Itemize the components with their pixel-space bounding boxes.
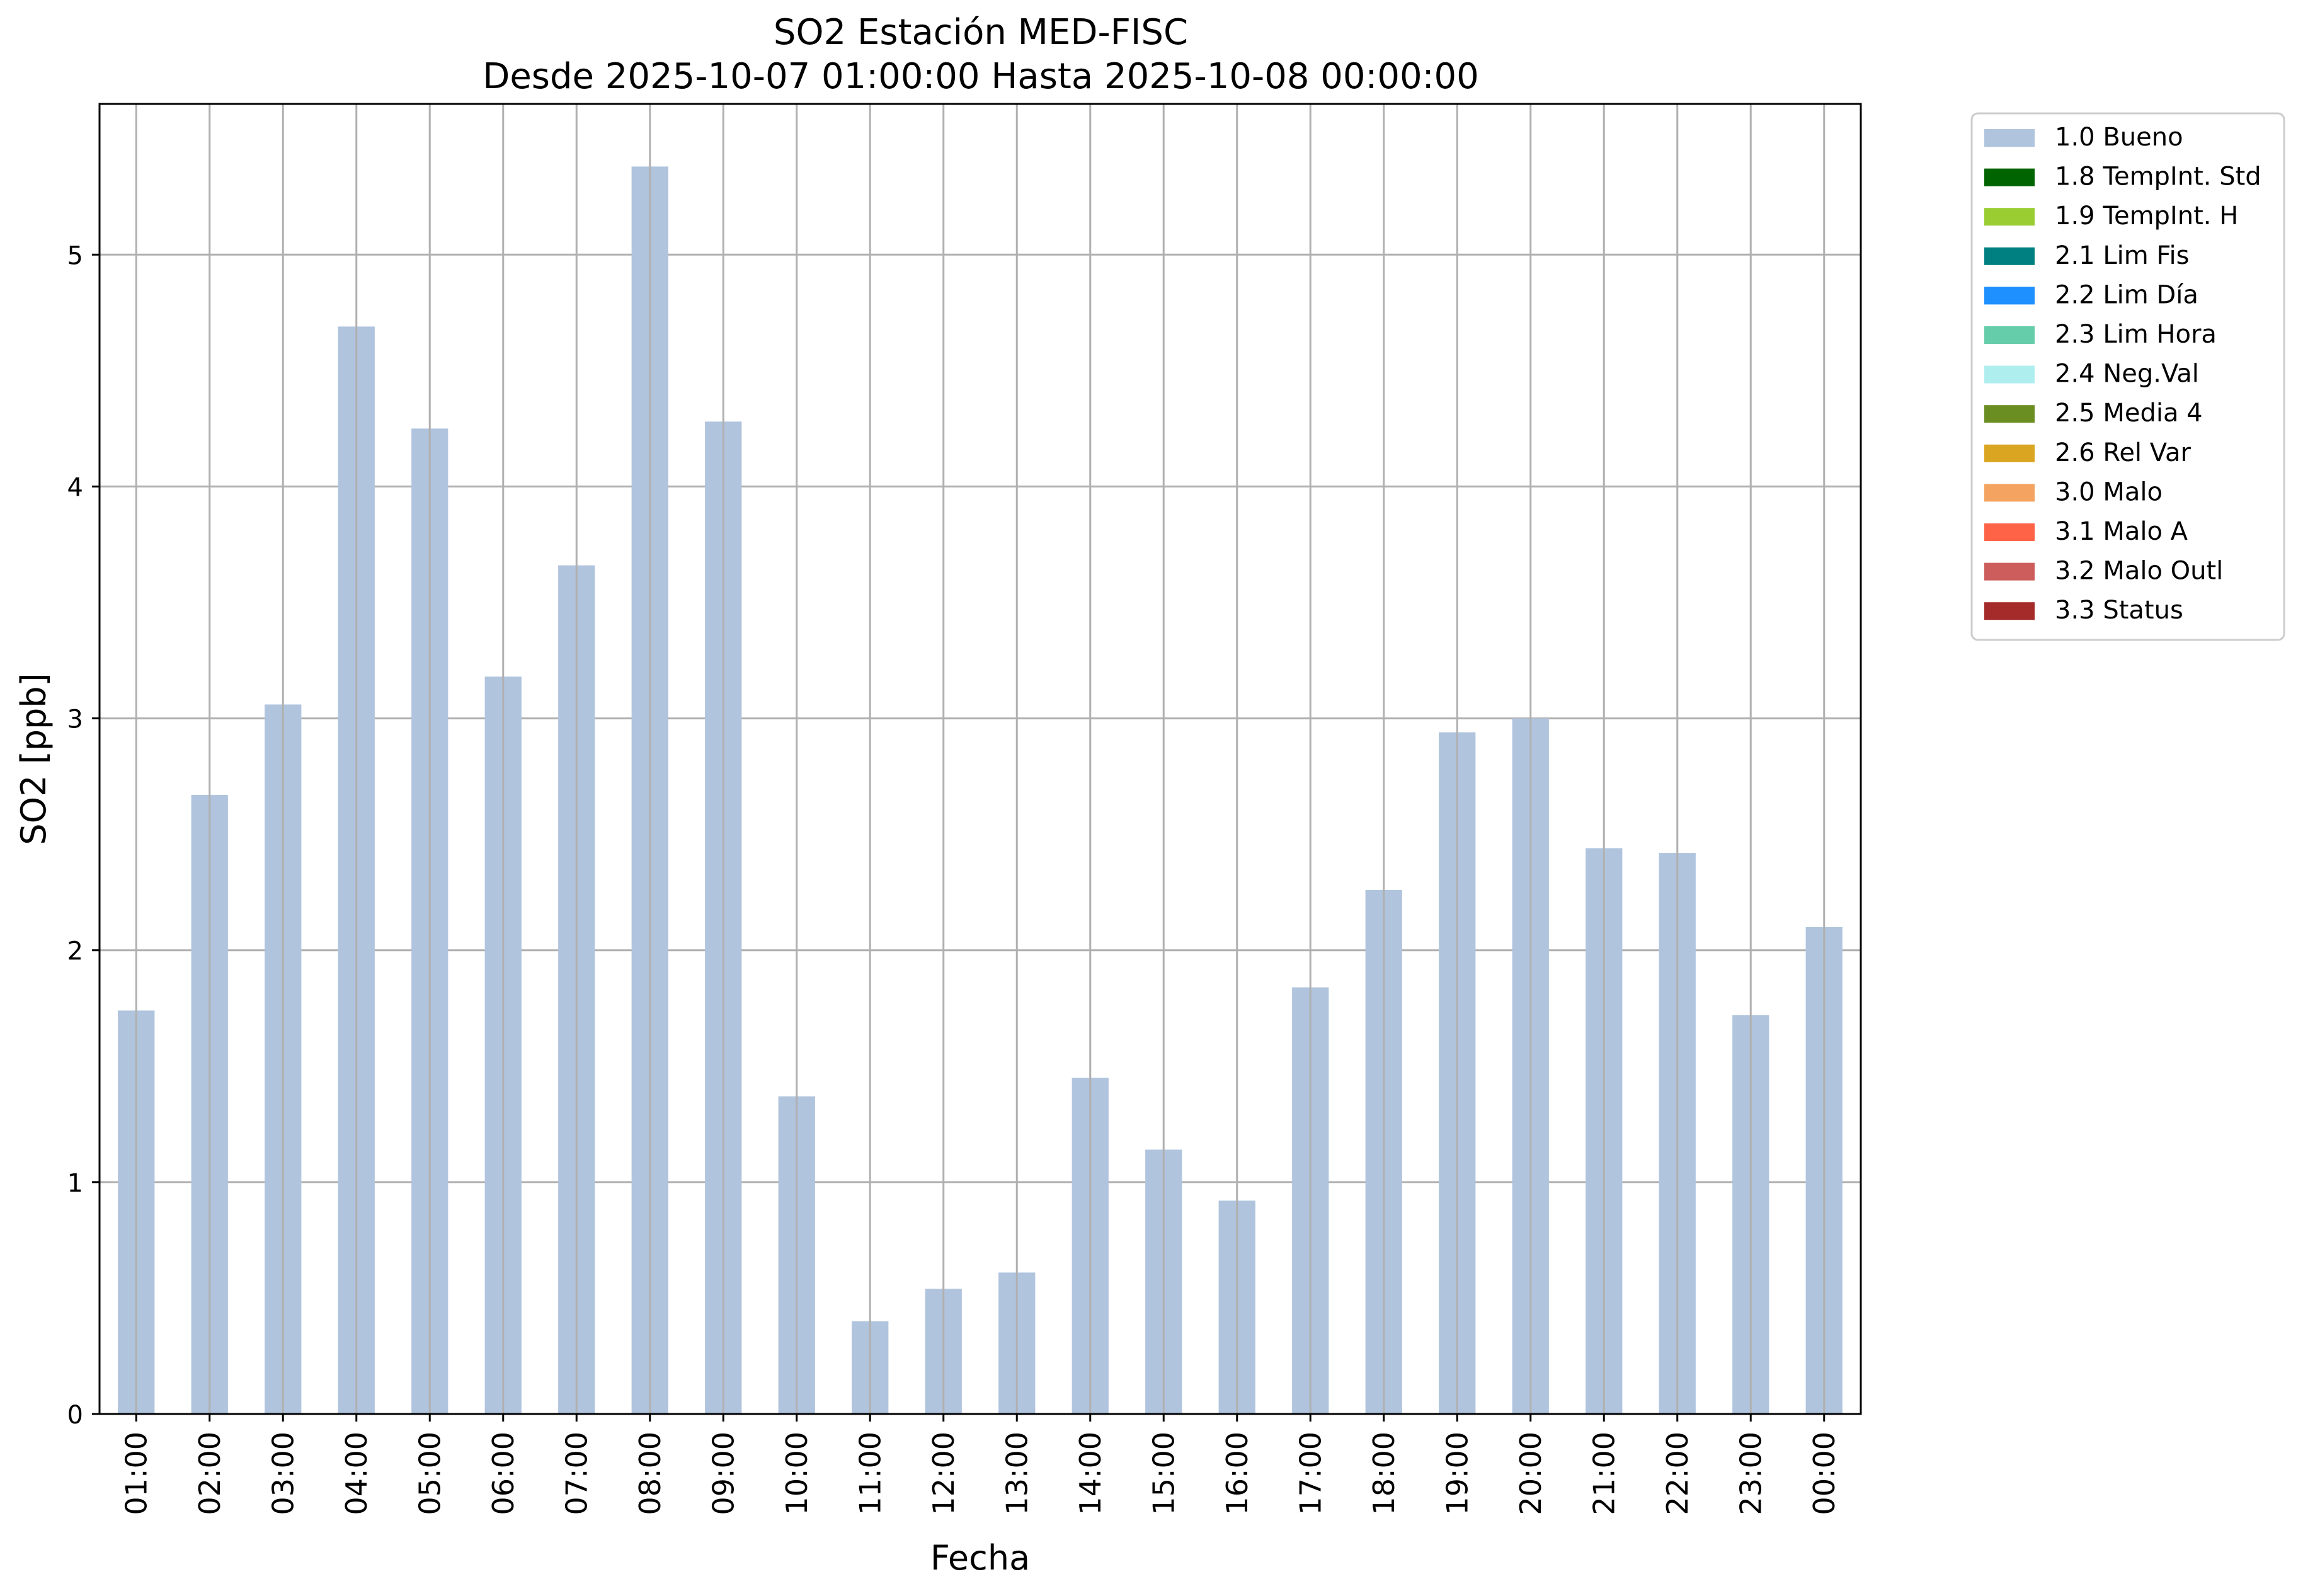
- x-tick-label: 22:00: [1660, 1432, 1694, 1515]
- y-tick-label: 5: [67, 241, 83, 270]
- x-tick-label: 20:00: [1514, 1432, 1548, 1515]
- y-tick-label: 0: [67, 1401, 83, 1430]
- x-tick-label: 08:00: [633, 1432, 667, 1515]
- x-tick-label: 04:00: [340, 1432, 374, 1515]
- x-tick-label: 18:00: [1367, 1432, 1401, 1515]
- legend-swatch: [1984, 326, 2035, 344]
- x-tick-label: 02:00: [193, 1432, 227, 1515]
- y-axis: 0 1 2 3 4 5: [67, 241, 100, 1430]
- legend-swatch: [1984, 523, 2035, 541]
- x-tick-label: 15:00: [1146, 1432, 1180, 1515]
- x-tick-label: 00:00: [1807, 1432, 1841, 1515]
- x-tick-label: 03:00: [266, 1432, 300, 1515]
- legend-swatch: [1984, 562, 2035, 581]
- x-tick-label: 12:00: [927, 1432, 961, 1515]
- bars: [118, 166, 1843, 1415]
- y-tick-label: 1: [67, 1169, 83, 1198]
- plot-area-frame: [98, 103, 1862, 1415]
- chart-title: SO2 Estación MED-FISC: [774, 12, 1188, 53]
- legend-swatch: [1984, 484, 2035, 502]
- legend-label: 2.5 Media 4: [2055, 399, 2203, 428]
- legend-swatch: [1984, 444, 2035, 462]
- y-axis-label: SO2 [ppb]: [14, 673, 54, 845]
- legend: 1.0 Bueno 1.8 TempInt. Std 1.9 TempInt. H 2…: [1970, 112, 2285, 641]
- legend-label: 2.2 Lim Día: [2055, 280, 2198, 309]
- x-tick-label: 21:00: [1587, 1432, 1621, 1515]
- legend-label: 2.4 Neg.Val: [2055, 360, 2199, 389]
- x-axis: 01:00 02:00 03:00 04:00 05:00 06:00 07:00 08:00…: [119, 1414, 1841, 1515]
- x-tick-label: 17:00: [1293, 1432, 1327, 1515]
- x-tick-label: 07:00: [559, 1432, 593, 1515]
- legend-label: 1.8 TempInt. Std: [2055, 162, 2261, 191]
- x-tick-label: 11:00: [853, 1432, 887, 1515]
- x-axis-label: Fecha: [930, 1538, 1030, 1578]
- x-tick-label: 14:00: [1073, 1432, 1107, 1515]
- x-tick-label: 23:00: [1734, 1432, 1768, 1515]
- legend-label: 3.3 Status: [2055, 596, 2183, 625]
- legend-swatch: [1984, 365, 2035, 384]
- x-tick-label: 16:00: [1220, 1432, 1254, 1515]
- legend-label: 3.0 Malo: [2055, 477, 2163, 506]
- x-tick-label: 05:00: [413, 1432, 447, 1515]
- legend-swatch: [1984, 602, 2035, 620]
- legend-label: 2.1 Lim Fis: [2055, 241, 2189, 270]
- legend-frame: [1970, 112, 2285, 641]
- legend-swatch: [1984, 247, 2035, 265]
- legend-label: 1.9 TempInt. H: [2055, 202, 2238, 231]
- legend-swatch: [1984, 405, 2035, 423]
- legend-label: 2.3 Lim Hora: [2055, 320, 2217, 349]
- x-tick-label: 06:00: [486, 1432, 520, 1515]
- x-tick-label: 19:00: [1440, 1432, 1474, 1515]
- vertical-grid: [135, 104, 1826, 1414]
- legend-label: 1.0 Bueno: [2055, 123, 2183, 152]
- y-tick-label: 3: [67, 705, 83, 734]
- chart-subtitle: Desde 2025-10-07 01:00:00 Hasta 2025-10-…: [483, 56, 1479, 97]
- legend-swatch: [1984, 287, 2035, 305]
- x-tick-label: 01:00: [119, 1432, 153, 1515]
- x-tick-label: 09:00: [706, 1432, 740, 1515]
- x-tick-label: 13:00: [1000, 1432, 1034, 1515]
- y-tick-label: 2: [67, 937, 83, 966]
- legend-swatch: [1984, 208, 2035, 226]
- legend-swatch: [1984, 129, 2035, 147]
- legend-label: 3.1 Malo A: [2055, 517, 2188, 546]
- y-tick-label: 4: [67, 473, 83, 502]
- x-tick-label: 10:00: [780, 1432, 814, 1515]
- legend-label: 3.2 Malo Outl: [2055, 557, 2223, 586]
- legend-swatch: [1984, 168, 2035, 186]
- legend-label: 2.6 Rel Var: [2055, 438, 2192, 467]
